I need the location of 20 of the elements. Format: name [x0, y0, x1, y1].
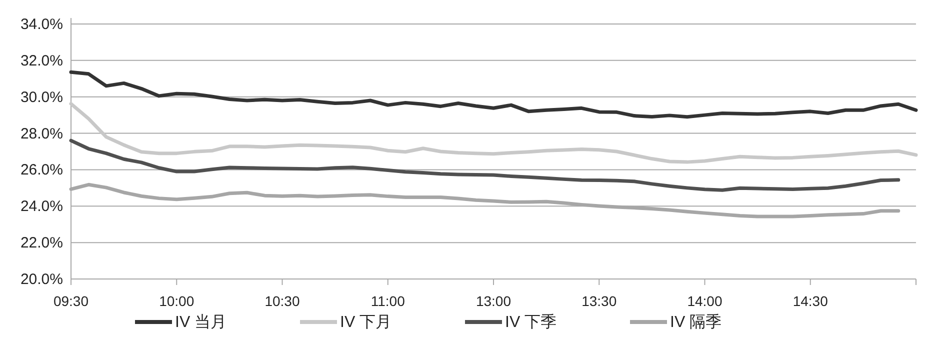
y-tick-label: 26.0%	[20, 162, 63, 179]
x-tick-label: 14:00	[687, 293, 722, 309]
x-tick-label: 09:30	[53, 293, 89, 309]
y-tick-label: 30.0%	[20, 88, 63, 106]
y-tick-label: 28.0%	[20, 125, 63, 142]
x-tick-label: 13:00	[476, 293, 512, 309]
legend-label: IV 下季	[505, 313, 557, 331]
legend-label: IV 隔季	[670, 313, 722, 331]
legend-label: IV 下月	[340, 314, 392, 331]
y-tick-label: 34.0%	[20, 16, 63, 33]
y-tick-label: 22.0%	[20, 234, 63, 252]
x-tick-label: 10:00	[159, 293, 194, 309]
y-tick-label: 20.0%	[20, 271, 63, 288]
y-tick-label: 24.0%	[20, 198, 63, 216]
x-tick-label: 14:30	[792, 293, 828, 309]
y-tick-label: 32.0%	[20, 52, 63, 70]
x-tick-label: 13:30	[582, 293, 617, 309]
x-tick-label: 11:00	[370, 293, 406, 309]
legend-label: IV 当月	[175, 313, 227, 331]
x-tick-label: 10:30	[264, 293, 300, 309]
